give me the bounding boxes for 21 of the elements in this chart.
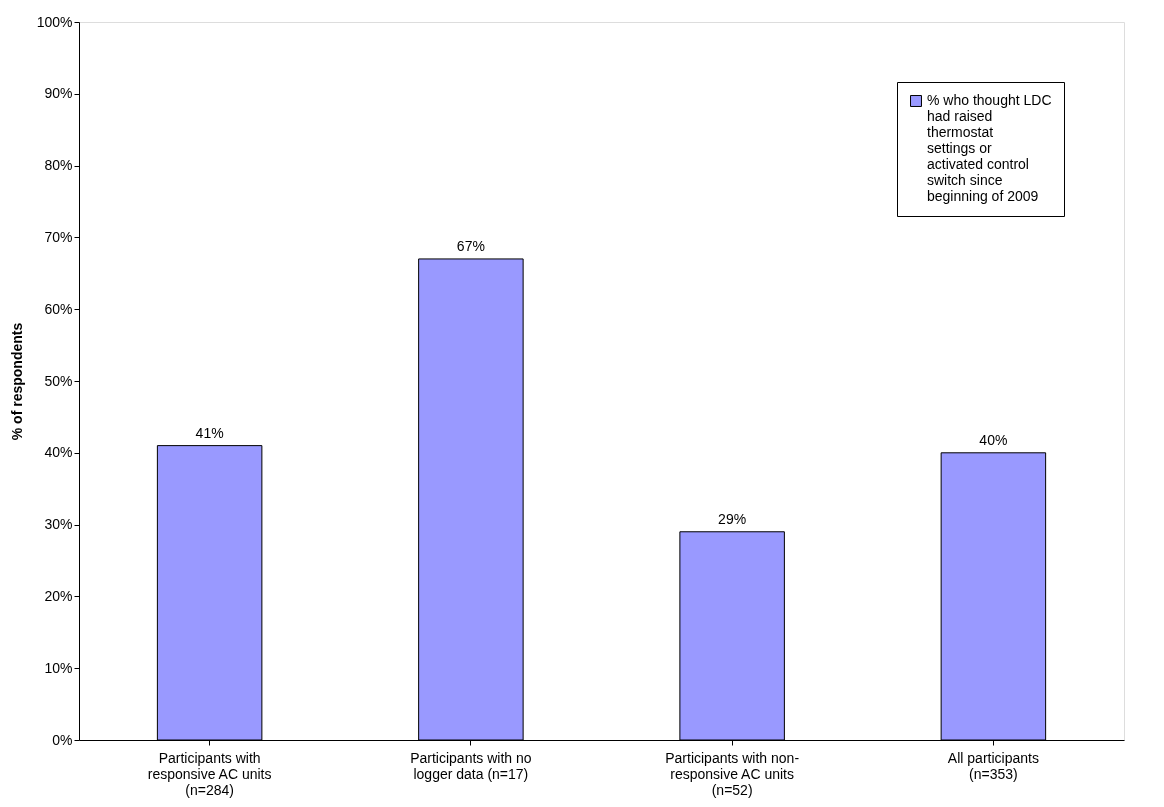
y-tick-label: 60% xyxy=(44,300,73,317)
y-axis-title: % of respondents xyxy=(8,322,25,441)
y-tick-label: 70% xyxy=(44,228,73,245)
y-tick-label: 0% xyxy=(52,731,73,748)
x-tick-label: Participants with responsive AC units (n=284) xyxy=(147,749,272,798)
x-tick-label: Participants with non-responsive AC units (n=52) xyxy=(665,749,800,798)
y-tick-label: 50% xyxy=(44,372,73,389)
data-label: 67% xyxy=(456,237,485,254)
data-label: 41% xyxy=(195,424,224,441)
y-tick-label: 40% xyxy=(44,444,73,461)
x-tick-label: All participants (n=353) xyxy=(947,749,1039,782)
data-label: 40% xyxy=(979,431,1008,448)
legend-label: % who thought LDC had raised thermostat settings or activated control switch since beginning of 2009 xyxy=(927,92,1052,204)
y-tick-label: 100% xyxy=(36,13,73,30)
y-tick-label: 20% xyxy=(44,587,73,604)
data-label: 29% xyxy=(718,510,747,527)
y-tick-label: 80% xyxy=(44,157,73,174)
y-tick-label: 30% xyxy=(44,516,73,533)
y-tick-label: 90% xyxy=(44,85,73,102)
y-tick-label: 10% xyxy=(44,659,73,676)
x-tick-label: Participants with no logger data (n=17) xyxy=(410,749,532,782)
